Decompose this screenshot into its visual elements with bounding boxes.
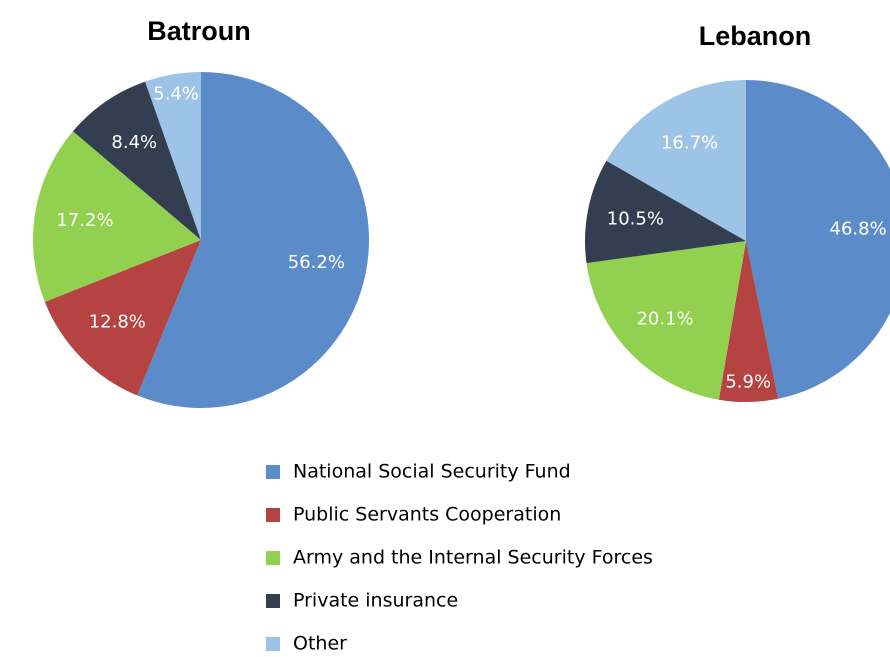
legend-swatch — [266, 551, 280, 565]
legend-label: Private insurance — [293, 590, 458, 612]
pie-slice — [145, 72, 201, 240]
data-label: 5.4% — [153, 83, 199, 104]
pie-slice — [137, 72, 370, 408]
legend-label: Army and the Internal Security Forces — [293, 547, 653, 569]
data-label: 20.1% — [636, 308, 693, 329]
chart-title: Batroun — [147, 16, 251, 46]
legend-swatch — [266, 637, 280, 651]
pie-slice — [746, 80, 890, 399]
data-label: 5.9% — [725, 372, 771, 393]
data-label: 10.5% — [607, 209, 664, 230]
legend-swatch — [266, 508, 280, 522]
legend-label: Public Servants Cooperation — [293, 504, 561, 526]
data-label: 8.4% — [111, 132, 157, 153]
data-label: 12.8% — [89, 312, 146, 333]
data-label: 46.8% — [830, 219, 887, 240]
legend-label: National Social Security Fund — [293, 461, 571, 483]
chart-title: Lebanon — [699, 21, 812, 51]
pie-slice — [586, 241, 746, 400]
legend-swatch — [266, 594, 280, 608]
pie-slice — [72, 81, 201, 240]
legend-swatch — [266, 465, 280, 479]
pie-slice — [32, 131, 202, 302]
pie-slice — [606, 79, 746, 241]
legend-label: Other — [293, 633, 347, 655]
data-label: 56.2% — [288, 252, 345, 273]
data-label: 16.7% — [661, 132, 718, 153]
pie-slice — [718, 241, 779, 402]
data-label: 17.2% — [56, 210, 113, 231]
pie-slice — [585, 160, 746, 264]
pie-slice — [44, 240, 202, 396]
